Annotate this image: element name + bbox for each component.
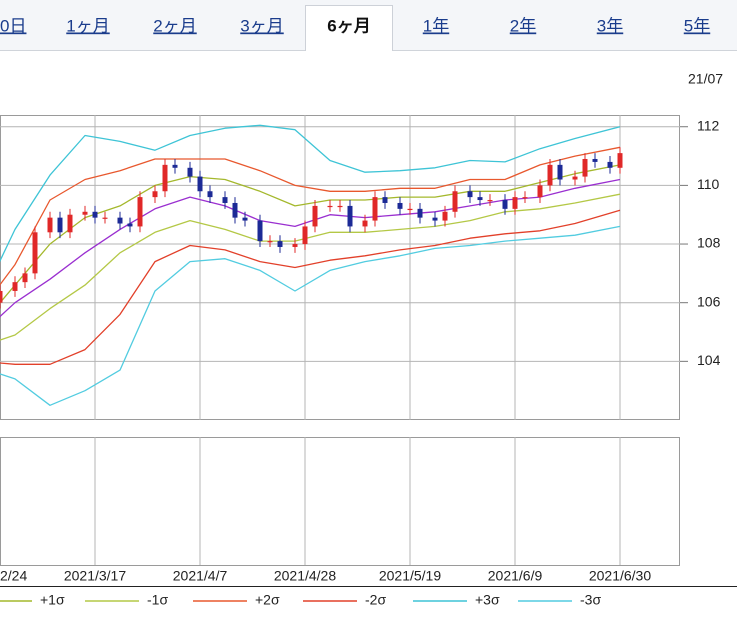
candle-body <box>312 205 318 227</box>
active-tab <box>305 5 393 51</box>
candle-body <box>187 167 193 177</box>
legend-label: +3σ <box>475 592 500 608</box>
band-line <box>0 225 621 406</box>
tab[interactable]: 6ヶ月 <box>327 16 370 35</box>
candle-body <box>337 205 343 208</box>
candle-body <box>117 217 123 224</box>
candle-body <box>547 164 553 186</box>
tab[interactable]: 3年 <box>597 16 623 35</box>
candle-body <box>127 223 133 227</box>
tab[interactable]: 5年 <box>684 16 710 35</box>
sub-panel <box>0 437 680 566</box>
candle-body <box>92 211 98 218</box>
candle-body <box>397 202 403 209</box>
candle-body <box>137 197 143 227</box>
candle-body <box>362 220 368 227</box>
candle-body <box>467 191 473 198</box>
candle-body <box>292 244 298 247</box>
y-tick-label: 108 <box>697 235 721 251</box>
candle-body <box>347 205 353 227</box>
tab[interactable]: 3ヶ月 <box>240 16 283 35</box>
y-tick-label: 104 <box>697 352 721 368</box>
candle-body <box>442 211 448 221</box>
candle-body <box>522 197 528 199</box>
candle-body <box>207 191 213 198</box>
candle-body <box>32 232 38 274</box>
candle-body <box>477 197 483 201</box>
candle-body <box>452 191 458 212</box>
candle-body <box>102 217 108 219</box>
candle-body <box>22 273 28 283</box>
candle-body <box>172 164 178 168</box>
x-tick-label: 2021/6/9 <box>488 568 543 584</box>
candle-body <box>67 214 73 233</box>
candle-body <box>327 205 333 208</box>
band-line <box>0 146 621 286</box>
candle-body <box>582 158 588 177</box>
tab[interactable]: 0日 <box>0 16 26 35</box>
candle-body <box>0 290 3 303</box>
candle-body <box>12 282 18 291</box>
candle-body <box>557 164 563 180</box>
tab[interactable]: 2年 <box>510 16 536 35</box>
x-tick-label: 2021/5/19 <box>379 568 441 584</box>
legend-label: -3σ <box>580 592 601 608</box>
band-line <box>0 209 621 365</box>
tab[interactable]: 1年 <box>423 16 449 35</box>
candle-body <box>502 200 508 209</box>
candle-body <box>407 208 413 211</box>
candle-body <box>302 226 308 245</box>
candle-body <box>592 158 598 162</box>
candle-body <box>82 211 88 215</box>
tab[interactable]: 1ヶ月 <box>66 16 109 35</box>
candle-body <box>152 191 158 198</box>
y-tick-label: 110 <box>697 176 720 192</box>
x-tick-label: 2021/3/17 <box>64 568 126 584</box>
legend-label: +2σ <box>255 592 280 608</box>
candle-body <box>57 217 63 233</box>
candle-body <box>222 197 228 203</box>
tab[interactable]: 2ヶ月 <box>153 16 196 35</box>
candle-body <box>47 217 53 233</box>
candle-body <box>372 197 378 221</box>
legend-label: +1σ <box>40 592 65 608</box>
x-tick-label: 2021/4/28 <box>274 568 336 584</box>
x-tick-label: 2021/4/7 <box>173 568 228 584</box>
header-date: 21/07 <box>688 71 723 87</box>
candle-body <box>617 153 623 168</box>
band-line <box>0 124 621 263</box>
legend-label: -2σ <box>365 592 386 608</box>
candle-body <box>382 197 388 203</box>
candle-body <box>512 197 518 209</box>
candle-body <box>257 220 263 242</box>
x-tick-label: 2/24 <box>0 568 27 584</box>
candle-body <box>487 200 493 202</box>
candle-body <box>162 164 168 192</box>
candle-body <box>432 217 438 221</box>
candle-body <box>267 241 273 243</box>
candle-body <box>417 208 423 218</box>
candle-body <box>232 202 238 218</box>
y-tick-label: 112 <box>697 117 720 133</box>
y-tick-label: 106 <box>697 293 721 309</box>
x-tick-label: 2021/6/30 <box>589 568 651 584</box>
candle-body <box>277 241 283 247</box>
candle-body <box>537 185 543 198</box>
candle-body <box>607 161 613 168</box>
candle-body <box>197 176 203 192</box>
candle-body <box>242 217 248 221</box>
legend-label: -1σ <box>147 592 168 608</box>
candle-body <box>572 176 578 180</box>
